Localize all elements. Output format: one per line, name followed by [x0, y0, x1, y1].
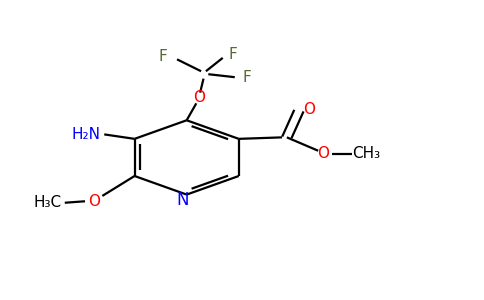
Text: F: F	[242, 70, 251, 85]
Text: O: O	[317, 146, 329, 161]
Text: H₃C: H₃C	[34, 195, 62, 210]
Text: O: O	[303, 102, 316, 117]
Text: O: O	[88, 194, 100, 209]
Text: CH₃: CH₃	[352, 146, 380, 161]
Text: H₂N: H₂N	[72, 127, 101, 142]
Text: N: N	[177, 191, 189, 209]
Text: O: O	[193, 91, 205, 106]
Text: F: F	[158, 49, 167, 64]
Text: F: F	[228, 47, 237, 62]
